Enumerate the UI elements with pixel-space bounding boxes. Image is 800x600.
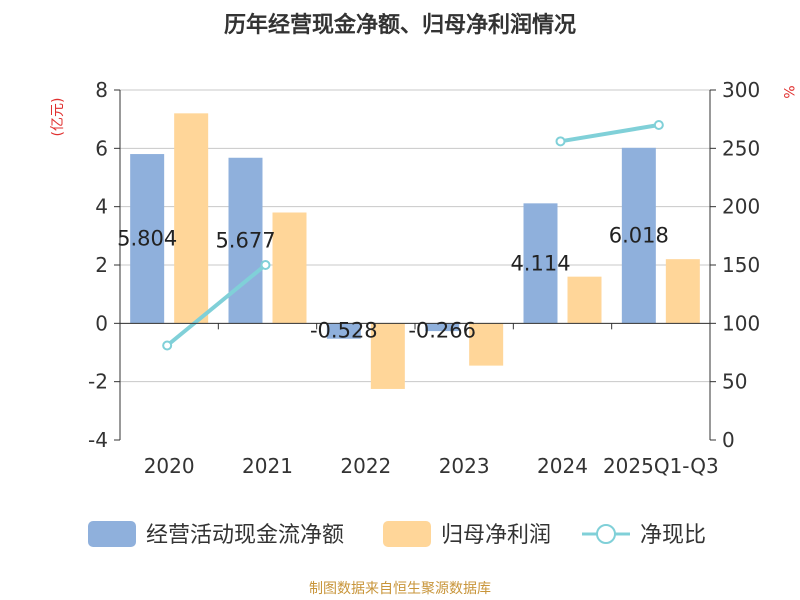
cashflow-bar	[425, 323, 460, 332]
y-left-tick-label: 4	[95, 195, 108, 219]
legend: 经营活动现金流净额 归母净利润 净现比	[88, 521, 706, 548]
legend-swatch	[383, 521, 431, 547]
legend-marker	[596, 524, 616, 544]
y-left-tick-label: -4	[88, 428, 108, 452]
chart-title: 历年经营现金净额、归母净利润情况	[224, 12, 576, 38]
cashflow-bar	[130, 154, 165, 324]
cashflow-bar	[621, 147, 656, 324]
y-right-tick-label: 150	[722, 253, 760, 277]
y-right-tick-label: 50	[722, 370, 747, 394]
net-profit-bar	[272, 212, 307, 324]
y-left-tick-label: 0	[95, 311, 108, 335]
y-left-tick-label: 2	[95, 253, 108, 277]
axes-group: -4 -2 0 2 4 6 8 0 50 100 150 200 250 300 2020 2021 2022 2…	[88, 78, 760, 478]
source-note: 制图数据来自恒生聚源数据库	[309, 581, 491, 597]
x-tick-label: 2024	[537, 454, 588, 478]
y-right-tick-label: 200	[722, 195, 760, 219]
bars-group	[130, 113, 700, 389]
cashflow-bar	[228, 157, 263, 324]
net-profit-bar	[469, 323, 504, 366]
cashflow-data-label: 6.018	[609, 224, 669, 248]
x-tick-label: 2022	[340, 454, 391, 478]
x-tick-label: 2021	[242, 454, 293, 478]
y-right-axis-label: %	[780, 85, 796, 98]
y-left-tick-label: 8	[95, 78, 108, 102]
cashflow-data-label: -0.266	[408, 318, 476, 342]
net-profit-bar	[174, 113, 209, 324]
cashflow-data-label: 5.677	[215, 229, 275, 253]
x-tick-label: 2025Q1-Q3	[603, 454, 719, 478]
ratio-point	[653, 120, 664, 130]
y-right-tick-label: 0	[722, 428, 735, 452]
x-tick-label: 2020	[144, 454, 195, 478]
x-tick-label: 2023	[439, 454, 490, 478]
ratio-line-group	[162, 120, 664, 351]
legend-label: 净现比	[640, 523, 706, 548]
legend-label: 经营活动现金流净额	[146, 523, 344, 548]
net-profit-bar	[567, 276, 602, 324]
y-left-tick-label: 6	[95, 136, 108, 160]
y-left-axis-label: (亿元)	[50, 98, 66, 137]
cashflow-data-label: -0.528	[310, 318, 378, 342]
cashflow-data-label: 5.804	[117, 227, 177, 251]
data-labels-group: 5.804 5.677 -0.528 -0.266 4.114 6.018	[117, 224, 669, 343]
cashflow-bar	[326, 323, 361, 339]
y-left-tick-label: -2	[88, 370, 108, 394]
cashflow-data-label: 4.114	[510, 251, 570, 275]
ratio-line-segment	[560, 123, 660, 144]
legend-swatch	[88, 521, 136, 547]
ratio-point	[162, 340, 173, 351]
net-profit-bar	[370, 323, 405, 389]
y-right-tick-label: 300	[722, 78, 760, 102]
y-right-tick-label: 250	[722, 136, 760, 160]
y-right-tick-label: 100	[722, 311, 760, 335]
ratio-line-segment	[165, 263, 267, 348]
net-profit-bar	[665, 259, 700, 324]
ratio-point	[260, 260, 271, 270]
cashflow-bar	[523, 203, 558, 324]
ratio-point	[555, 136, 566, 147]
legend-label: 归母净利润	[441, 523, 551, 548]
